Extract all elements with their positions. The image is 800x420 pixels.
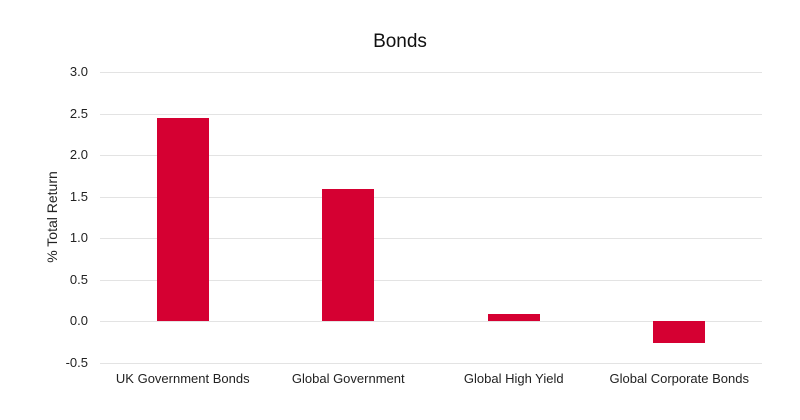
- y-tick-label: 1.5: [69, 188, 88, 204]
- gridline: [100, 196, 762, 198]
- gridline: [100, 72, 762, 73]
- x-tick-label: Global High Yield: [463, 371, 564, 386]
- y-tick-label: 3.0: [69, 64, 88, 79]
- y-tick-label: 0.5: [69, 271, 88, 287]
- plot-area: [100, 72, 762, 364]
- y-tick-label: 2.0: [69, 147, 88, 163]
- y-axis-label: % Total Return: [44, 171, 60, 263]
- gridline: [100, 363, 762, 364]
- x-tick-label: Global Government: [291, 371, 405, 386]
- y-tick-label: 1.0: [69, 230, 88, 246]
- y-tick-label: 2.5: [69, 105, 88, 121]
- gridline: [100, 279, 762, 281]
- gridline: [100, 155, 762, 157]
- bar: [653, 321, 706, 344]
- chart-title: Bonds: [373, 31, 427, 52]
- y-tick-label: -0.5: [65, 355, 88, 370]
- x-tick-label: Global Corporate Bonds: [609, 371, 749, 386]
- gridline: [100, 238, 762, 240]
- gridline: [100, 321, 762, 323]
- bar: [156, 117, 209, 322]
- x-tick-label: UK Government Bonds: [115, 371, 250, 386]
- bar: [322, 189, 375, 322]
- bar: [487, 313, 540, 322]
- y-tick-label: 0.0: [69, 313, 88, 329]
- gridline: [100, 113, 762, 115]
